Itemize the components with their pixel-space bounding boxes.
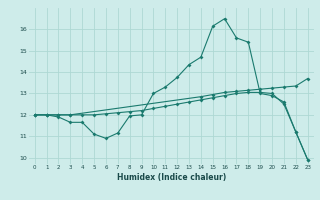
X-axis label: Humidex (Indice chaleur): Humidex (Indice chaleur)	[116, 173, 226, 182]
